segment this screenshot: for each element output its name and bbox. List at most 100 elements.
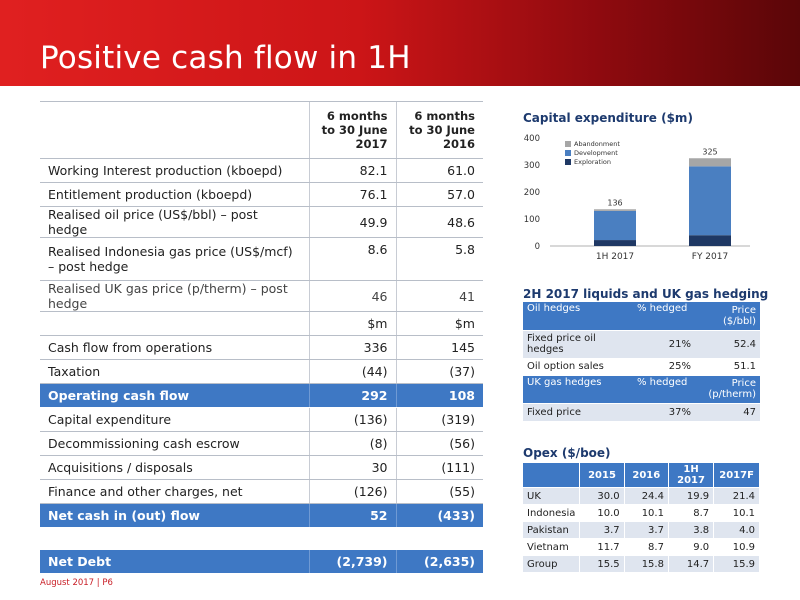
cell-value: (111) [395,455,483,480]
column-header: % hedged [633,302,695,331]
table-row: Pakistan 3.7 3.7 3.8 4.0 [523,521,760,539]
cell-value: (2,739) [308,549,396,574]
table-row: Cash flow from operations 336 145 [40,335,483,360]
cell-value: 47 [695,403,760,422]
cell-value: 52 [308,503,396,528]
column-header-2016: 6 months to 30 June 2016 [395,101,483,159]
cell-value: (126) [308,479,396,504]
cell-value: 10.9 [713,538,760,556]
cell-value: 61.0 [395,158,483,183]
cell-value: 76.1 [308,182,396,207]
y-tick-label: 0 [535,242,540,252]
bar-development [594,210,636,241]
cell-value: 41 [395,280,483,312]
table-row: Decommissioning cash escrow (8) (56) [40,431,483,456]
row-label: UK [523,487,581,505]
cell-value: 108 [395,383,483,408]
bar-exploration [594,240,636,246]
column-header: % hedged [633,375,695,404]
column-header: Oil hedges [523,302,633,331]
cell-value: 82.1 [308,158,396,183]
cell-value: 8.7 [624,538,669,556]
cell-value: 15.5 [579,555,625,573]
cell-value: 336 [308,335,396,360]
row-label: Operating cash flow [40,383,309,408]
capex-chart-title: Capital expenditure ($m) [523,111,693,125]
gas-hedges-header: UK gas hedges % hedged Price (p/therm) [523,375,760,404]
bar-exploration [689,235,731,246]
table-row: Vietnam 11.7 8.7 9.0 10.9 [523,538,760,556]
data-label: 325 [702,147,717,156]
opex-header-row: 2015 2016 1H 2017 2017F [523,463,760,488]
capex-chart: 0 100 200 300 400 136 1H 2017 325 FY 2017 Abandon… [524,134,750,262]
row-label: Group [523,555,581,573]
table-row: Indonesia 10.0 10.1 8.7 10.1 [523,504,760,522]
x-tick-label: 1H 2017 [596,252,634,262]
cell-value: (136) [308,407,396,432]
table-row: Realised UK gas price (p/therm) – post h… [40,280,483,312]
table-row: Capital expenditure (136) (319) [40,407,483,432]
highlight-row: Operating cash flow 292 108 [40,383,483,408]
unit-label: $m [308,311,396,336]
net-debt-row: Net Debt (2,739) (2,635) [40,549,483,574]
table-row: Group 15.5 15.8 14.7 15.9 [523,555,760,573]
cell-value: 48.6 [395,206,483,238]
table-row: Finance and other charges, net (126) (55… [40,479,483,504]
row-label: Realised oil price (US$/bbl) – post hedg… [40,206,309,238]
hedging-table: Oil hedges % hedged Price ($/bbl) Fixed … [523,302,760,422]
cell-value: 49.9 [308,206,396,238]
column-header: 2017F [713,463,760,488]
opex-title: Opex ($/boe) [523,446,611,460]
cell-value: 3.7 [579,521,625,539]
cash-flow-table: 6 months to 30 June 2017 6 months to 30 … [40,101,483,574]
cell-value: (319) [395,407,483,432]
row-label: Indonesia [523,504,581,522]
cell-value: 46 [308,280,396,312]
row-label: Decommissioning cash escrow [40,431,309,456]
table-row: Fixed price oil hedges 21% 52.4 [523,330,760,359]
row-label: Net Debt [40,549,309,574]
column-header: 2015 [579,463,625,488]
cell-value: (44) [308,359,396,384]
y-tick-label: 100 [524,215,540,225]
cell-value: 292 [308,383,396,408]
table-row: Taxation (44) (37) [40,359,483,384]
legend-swatch [565,141,571,147]
cell-value: 8.7 [668,504,715,522]
bar-abandonment [689,158,731,167]
row-label: Cash flow from operations [40,335,309,360]
table-row: Realised Indonesia gas price (US$/mcf) –… [40,237,483,281]
legend-label: Abandonment [574,140,620,148]
bar-development [689,166,731,236]
table-row: UK 30.0 24.4 19.9 21.4 [523,487,760,505]
table-row: Acquisitions / disposals 30 (111) [40,455,483,480]
row-label: Realised UK gas price (p/therm) – post h… [40,280,309,312]
cell-value: 14.7 [668,555,715,573]
cell-value: 10.1 [624,504,669,522]
cell-value: 25% [633,358,695,376]
data-label: 136 [607,198,622,207]
cell-value: 3.8 [668,521,715,539]
cell-value: 30.0 [579,487,625,505]
cell-value: 10.0 [579,504,625,522]
table-header-row: 6 months to 30 June 2017 6 months to 30 … [40,101,483,159]
y-tick-label: 300 [524,161,540,171]
oil-hedges-header: Oil hedges % hedged Price ($/bbl) [523,302,760,331]
cell-value: (433) [395,503,483,528]
cell-value: (55) [395,479,483,504]
unit-row: $m $m [40,311,483,336]
row-label: Pakistan [523,521,581,539]
cell-value: 30 [308,455,396,480]
legend-label: Exploration [574,158,611,166]
column-header: 2016 [624,463,669,488]
cell-value: 3.7 [624,521,669,539]
table-row: Working Interest production (kboepd) 82.… [40,158,483,183]
row-label: Fixed price [523,403,633,422]
legend-swatch [565,150,571,156]
cell-value: 21.4 [713,487,760,505]
cell-value: 9.0 [668,538,715,556]
title-banner: Positive cash flow in 1H [0,0,800,86]
cell-value: 24.4 [624,487,669,505]
slide-title: Positive cash flow in 1H [40,40,411,76]
row-label: Net cash in (out) flow [40,503,309,528]
